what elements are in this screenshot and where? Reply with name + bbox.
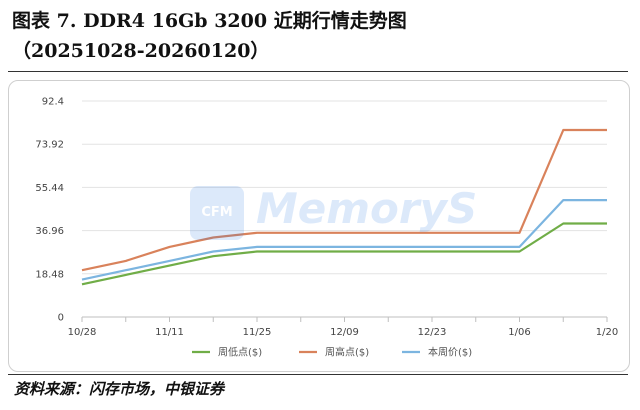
y-tick-label: 73.92 — [35, 140, 64, 151]
top-rule — [8, 71, 628, 72]
x-tick-label: 10/28 — [68, 327, 97, 338]
x-tick-label: 11/11 — [155, 327, 184, 338]
x-tick-label: 1/06 — [508, 327, 530, 338]
bottom-rule — [8, 374, 628, 375]
legend-label: 周高点($) — [325, 346, 369, 359]
y-tick-label: 55.44 — [35, 183, 64, 194]
title-block: 图表 7. DDR4 16Gb 3200 近期行情走势图 （20251028-2… — [12, 6, 632, 66]
series-line — [81, 128, 607, 272]
chart-frame: 0 18.48 36.96 55.44 73.92 92.4 10/28 11/11 11/25… — [8, 80, 630, 372]
y-tick-label: 36.96 — [35, 226, 64, 237]
chart-title: 图表 7. DDR4 16Gb 3200 近期行情走势图 — [12, 10, 407, 32]
legend-label: 本周价($) — [428, 346, 472, 359]
chart-date-range: （20251028-20260120） — [12, 40, 270, 62]
x-tick-label: 12/23 — [418, 327, 447, 338]
x-tick-label: 11/25 — [243, 327, 272, 338]
series-line — [81, 222, 607, 286]
y-tick-label: 92.4 — [42, 97, 64, 108]
x-tick-label: 12/09 — [330, 327, 359, 338]
y-tick-label: 18.48 — [35, 269, 64, 280]
legend-label: 周低点($) — [218, 346, 262, 359]
x-tick-label: 1/20 — [596, 327, 618, 338]
series-line — [81, 198, 607, 281]
line-chart: 0 18.48 36.96 55.44 73.92 92.4 10/28 11/11 11/25… — [35, 97, 618, 359]
source-note: 资料来源：闪存市场，中银证券 — [14, 380, 225, 398]
y-tick-label: 0 — [58, 313, 64, 324]
